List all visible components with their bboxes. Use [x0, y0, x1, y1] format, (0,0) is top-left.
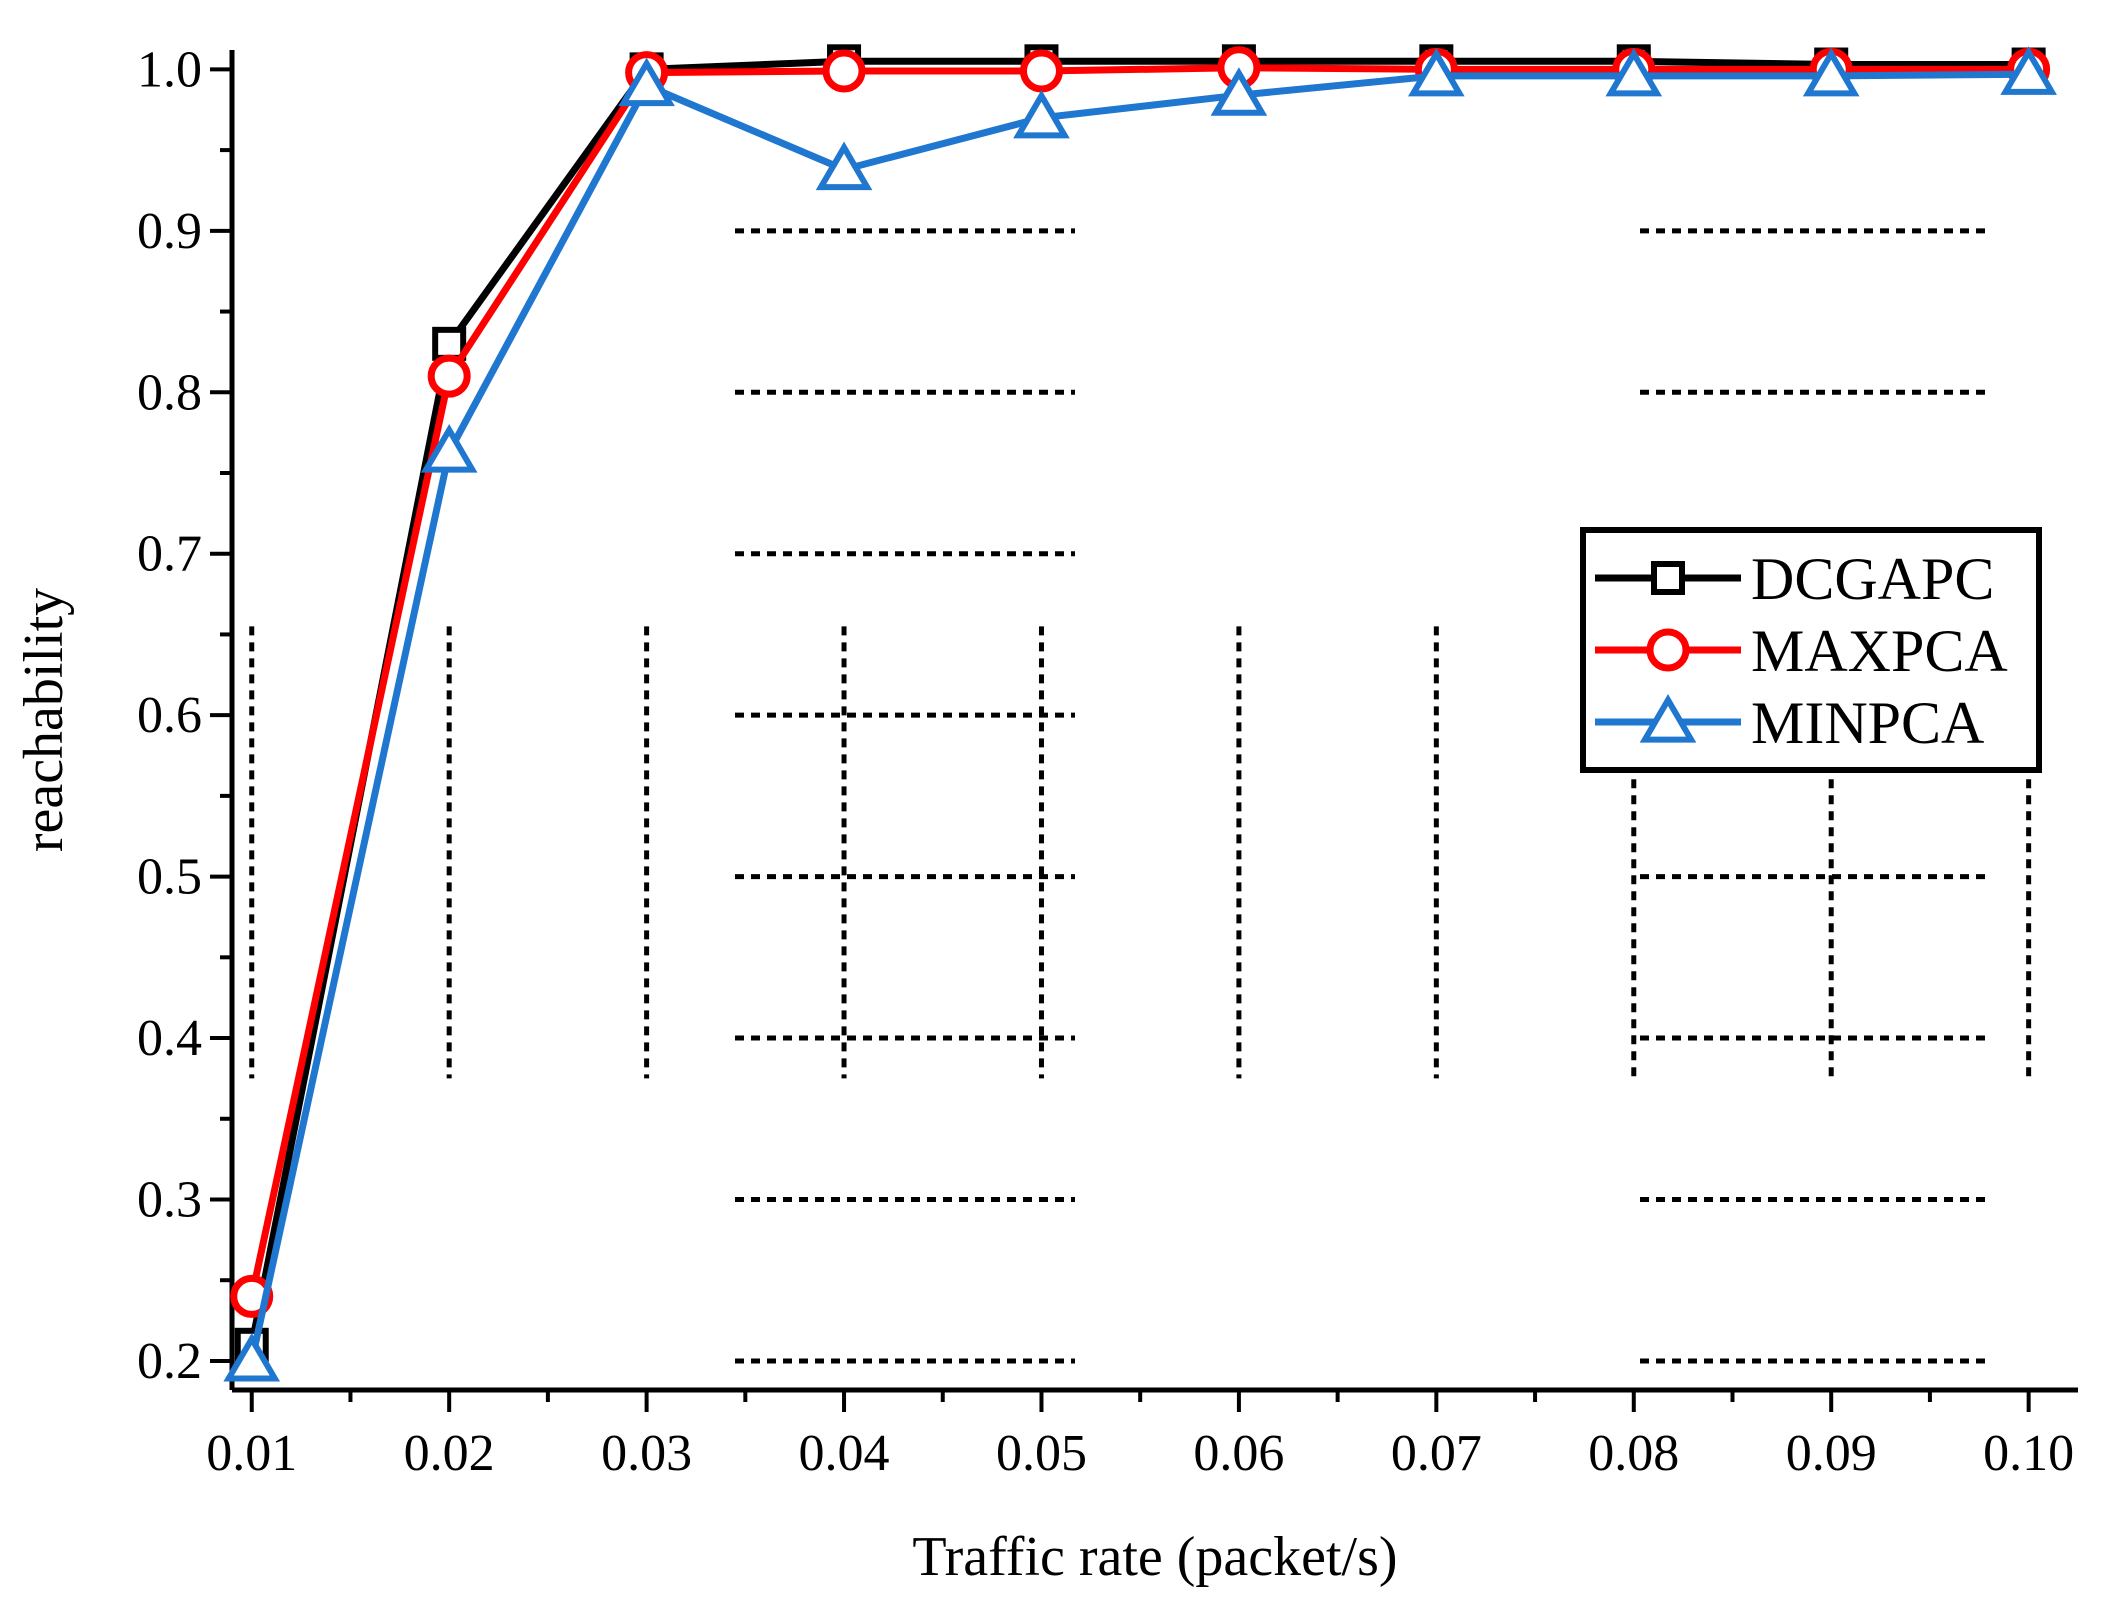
x-tick-label: 0.09	[1786, 1425, 1877, 1482]
legend-marker-maxpca	[1646, 628, 1690, 672]
data-point-minpca	[1408, 47, 1465, 97]
data-point-minpca	[1013, 89, 1070, 139]
x-tick-label: 0.01	[206, 1425, 297, 1482]
series-line-minpca	[248, 70, 2029, 1362]
legend-label-maxpca: MAXPCA	[1751, 618, 2008, 684]
y-tick-label: 0.2	[137, 1333, 202, 1390]
data-point-minpca	[1605, 47, 1663, 97]
x-tick-label: 0.06	[1193, 1425, 1284, 1482]
legend-marker-dcgapc	[1651, 561, 1685, 595]
data-point-minpca	[223, 1332, 281, 1382]
series-layer	[223, 44, 2057, 1382]
y-tick-label: 0.6	[137, 687, 202, 744]
axes: 0.2 0.3 0.4 0.5 0.6 0.7 0.8 0.9 1.0 0.01 0.02 0.03 0…	[137, 41, 2078, 1482]
y-tick-label: 0.9	[137, 203, 202, 260]
data-point-minpca	[1802, 47, 1860, 97]
x-tick-label: 0.08	[1588, 1425, 1679, 1482]
data-point-maxpca	[1019, 49, 1063, 93]
x-tick-label: 0.04	[799, 1425, 890, 1482]
y-tick-label: 0.4	[137, 1010, 202, 1067]
y-tick-label: 0.8	[137, 364, 202, 421]
y-tick-label: 1.0	[137, 41, 202, 98]
x-tick-label: 0.03	[601, 1425, 692, 1482]
series-line-dcgapc	[248, 57, 2029, 1346]
data-point-minpca	[2000, 46, 2057, 95]
x-tick-label: 0.07	[1391, 1425, 1482, 1482]
data-point-maxpca	[427, 354, 471, 398]
dotted-annotations	[249, 228, 2032, 1364]
data-point-minpca	[420, 424, 478, 473]
data-point-minpca	[1210, 67, 1268, 116]
y-tick-label: 0.3	[137, 1171, 202, 1228]
series-line-maxpca	[248, 64, 2029, 1298]
x-tick-label: 0.10	[1983, 1425, 2074, 1482]
legend-label-minpca: MINPCA	[1751, 690, 1984, 756]
data-point-dcgapc	[432, 326, 467, 361]
y-axis-title: reachability	[13, 588, 75, 852]
x-tick-label: 0.02	[404, 1425, 495, 1482]
series-minpca	[223, 46, 2057, 1382]
data-point-minpca	[815, 141, 873, 191]
legend-marker-minpca	[1639, 694, 1697, 743]
data-point-maxpca	[822, 49, 866, 93]
x-axis-title: Traffic rate (packet/s)	[912, 1526, 1397, 1588]
data-point-minpca	[618, 57, 675, 107]
legend-label-dcgapc: DCGAPC	[1751, 546, 1994, 612]
y-tick-label: 0.7	[137, 526, 202, 583]
x-tick-label: 0.05	[996, 1425, 1087, 1482]
y-tick-label: 0.5	[137, 849, 202, 906]
